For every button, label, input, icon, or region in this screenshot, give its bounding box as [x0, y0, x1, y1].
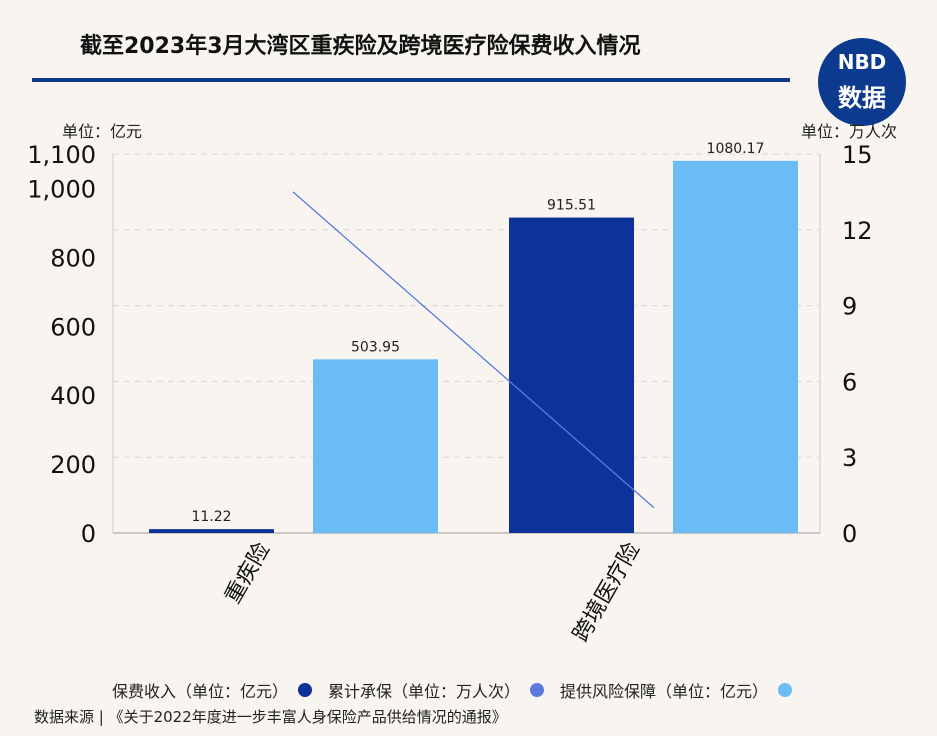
y-tick-label-left: 200 — [50, 451, 96, 479]
left-axis-unit: 单位：亿元 — [62, 122, 143, 141]
legend-item-coverage: 提供风险保障（单位：亿元） — [560, 678, 793, 702]
legend-dot-coverage — [778, 683, 793, 697]
bar — [673, 160, 798, 533]
bar-value-label: 503.95 — [351, 339, 400, 355]
series-line — [292, 191, 655, 509]
bar-value-label: 11.22 — [191, 509, 231, 525]
title-rule — [32, 78, 790, 82]
y-tick-label-left: 1,100 — [27, 141, 96, 169]
nbd-logo: NBD 数据 — [818, 38, 906, 126]
legend-dot-premium — [298, 683, 313, 697]
legend-dot-insured — [530, 683, 545, 697]
y-tick-label-left: 400 — [50, 382, 96, 410]
data-source: 数据来源 | 《关于2022年度进一步丰富人身保险产品供给情况的通报》 — [34, 708, 507, 726]
y-tick-label-right: 9 — [842, 293, 857, 321]
y-tick-label-right: 6 — [842, 368, 857, 396]
legend-item-insured: 累计承保（单位：万人次） — [328, 678, 545, 702]
bar — [313, 359, 438, 533]
y-tick-label-right: 0 — [842, 520, 857, 548]
legend-label-insured: 累计承保（单位：万人次） — [328, 682, 521, 701]
logo-text-nbd: NBD — [837, 50, 887, 74]
bar-value-label: 915.51 — [547, 198, 596, 214]
right-axis-unit: 单位：万人次 — [800, 122, 897, 141]
x-tick-label: 跨境医疗险 — [569, 539, 646, 647]
x-tick-label: 重疾险 — [221, 539, 276, 609]
chart-legend: 保费收入（单位：亿元） 累计承保（单位：万人次） 提供风险保障（单位：亿元） — [112, 678, 808, 702]
chart-title: 截至2023年3月大湾区重疾险及跨境医疗险保费收入情况 — [80, 34, 641, 59]
bar-value-label: 1080.17 — [707, 141, 765, 157]
y-tick-label-right: 15 — [842, 141, 873, 169]
y-tick-label-left: 1,000 — [27, 175, 96, 203]
logo-text-data: 数据 — [838, 84, 886, 112]
y-tick-label-right: 3 — [842, 444, 857, 472]
legend-label-coverage: 提供风险保障（单位：亿元） — [560, 682, 769, 701]
y-tick-label-right: 12 — [842, 217, 873, 245]
legend-label-premium: 保费收入（单位：亿元） — [112, 682, 289, 701]
bar — [509, 217, 634, 533]
bar — [149, 529, 274, 533]
y-tick-label-left: 800 — [50, 244, 96, 272]
y-tick-label-left: 0 — [81, 520, 96, 548]
legend-item-premium: 保费收入（单位：亿元） — [112, 678, 313, 702]
y-tick-label-left: 600 — [50, 313, 96, 341]
